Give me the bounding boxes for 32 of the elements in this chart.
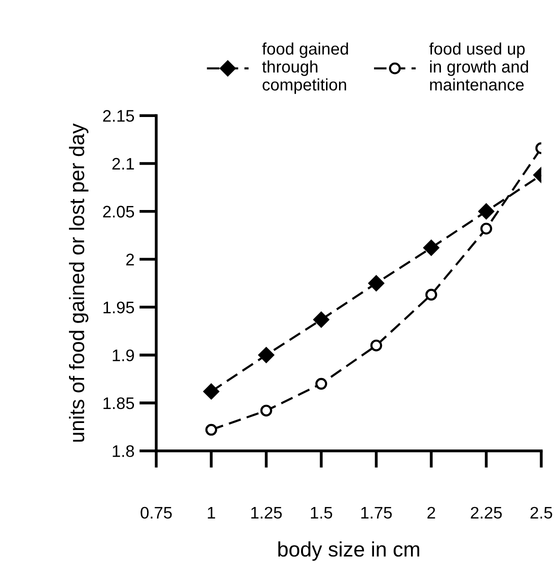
- y-tick-label: 1.9: [112, 349, 134, 362]
- x-axis-title: body size in cm: [278, 541, 420, 561]
- point: [425, 288, 438, 301]
- x-tick-label: 2.25: [470, 506, 502, 519]
- x-tick-label: 1: [208, 507, 216, 518]
- point: [260, 404, 272, 417]
- point: [258, 347, 274, 363]
- x-tick-label: 2.5: [530, 506, 552, 519]
- legend-label: food gained through competition: [262, 42, 348, 94]
- y-tick-label: 1.85: [104, 397, 134, 410]
- point: [423, 240, 440, 256]
- point: [205, 424, 218, 436]
- point: [370, 340, 382, 352]
- y-tick-label: 1.95: [104, 302, 134, 314]
- y-tick-label: 2: [126, 254, 134, 266]
- point: [203, 384, 220, 400]
- point: [313, 312, 330, 328]
- x-tick-label: 1.5: [310, 507, 332, 519]
- y-tick-label: 2.1: [112, 158, 134, 170]
- x-tick-label: 1.25: [251, 506, 282, 519]
- x-tick-label: 0.75: [140, 506, 172, 519]
- point: [478, 203, 494, 220]
- y-tick-label: 2.05: [103, 206, 134, 218]
- point: [315, 378, 328, 390]
- point: [368, 275, 384, 292]
- x-tick-label: 1.75: [361, 507, 392, 519]
- y-tick-label: 1.8: [112, 445, 134, 458]
- x-tick-label: 2: [427, 506, 436, 518]
- y-tick-label: 2.15: [103, 110, 134, 122]
- y-axis-title: units of food gained or lost per day: [68, 123, 88, 442]
- legend-label: food used up in growth and maintenance: [429, 42, 528, 91]
- point: [480, 222, 492, 235]
